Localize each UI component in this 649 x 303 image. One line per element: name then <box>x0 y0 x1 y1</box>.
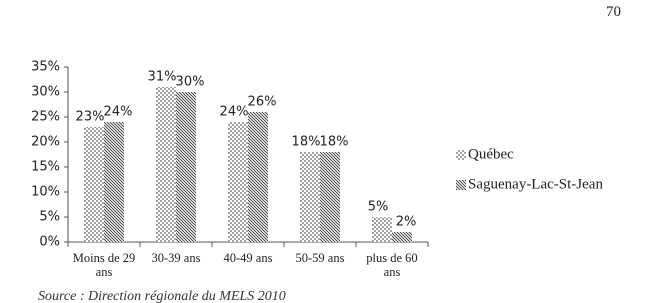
y-tick-label: 10% <box>31 185 60 200</box>
bar <box>248 112 268 242</box>
x-tick-label: 50-59 ans <box>295 251 345 265</box>
value-label: 5% <box>368 200 389 215</box>
x-tick-label: 30-39 ans <box>151 251 201 265</box>
value-label: 23% <box>76 110 105 125</box>
legend-swatch <box>456 180 466 190</box>
y-tick-label: 15% <box>31 160 60 175</box>
legend-label: Québec <box>468 146 514 162</box>
x-tick-label: 40-49 ans <box>223 251 273 265</box>
bar <box>84 127 104 242</box>
bar <box>392 232 412 242</box>
x-tick-label: Moins de 29 ans <box>72 251 136 279</box>
value-label: 30% <box>176 75 205 90</box>
y-tick-label: 5% <box>39 210 60 225</box>
value-label: 18% <box>292 135 321 150</box>
x-tick-label: plus de 60 ans <box>366 251 418 279</box>
value-label: 2% <box>396 215 417 230</box>
legend-label: Saguenay-Lac-St-Jean <box>468 176 603 192</box>
value-label: 24% <box>220 105 249 120</box>
bar <box>156 87 176 242</box>
bar <box>228 122 248 242</box>
bar <box>104 122 124 242</box>
y-tick-label: 30% <box>31 85 60 100</box>
legend-swatch <box>456 150 466 160</box>
value-label: 31% <box>148 70 177 85</box>
value-label: 18% <box>320 135 349 150</box>
bar <box>176 92 196 242</box>
bar <box>372 217 392 242</box>
y-tick-label: 0% <box>39 235 60 250</box>
bar <box>320 152 340 242</box>
y-tick-label: 35% <box>31 60 60 75</box>
y-tick-label: 20% <box>31 135 60 150</box>
value-label: 24% <box>104 105 133 120</box>
source-note: Source : Direction régionale du MELS 201… <box>38 289 286 303</box>
value-label: 26% <box>248 95 277 110</box>
bar <box>300 152 320 242</box>
y-tick-label: 25% <box>31 110 60 125</box>
page-number: 70 <box>606 4 621 20</box>
